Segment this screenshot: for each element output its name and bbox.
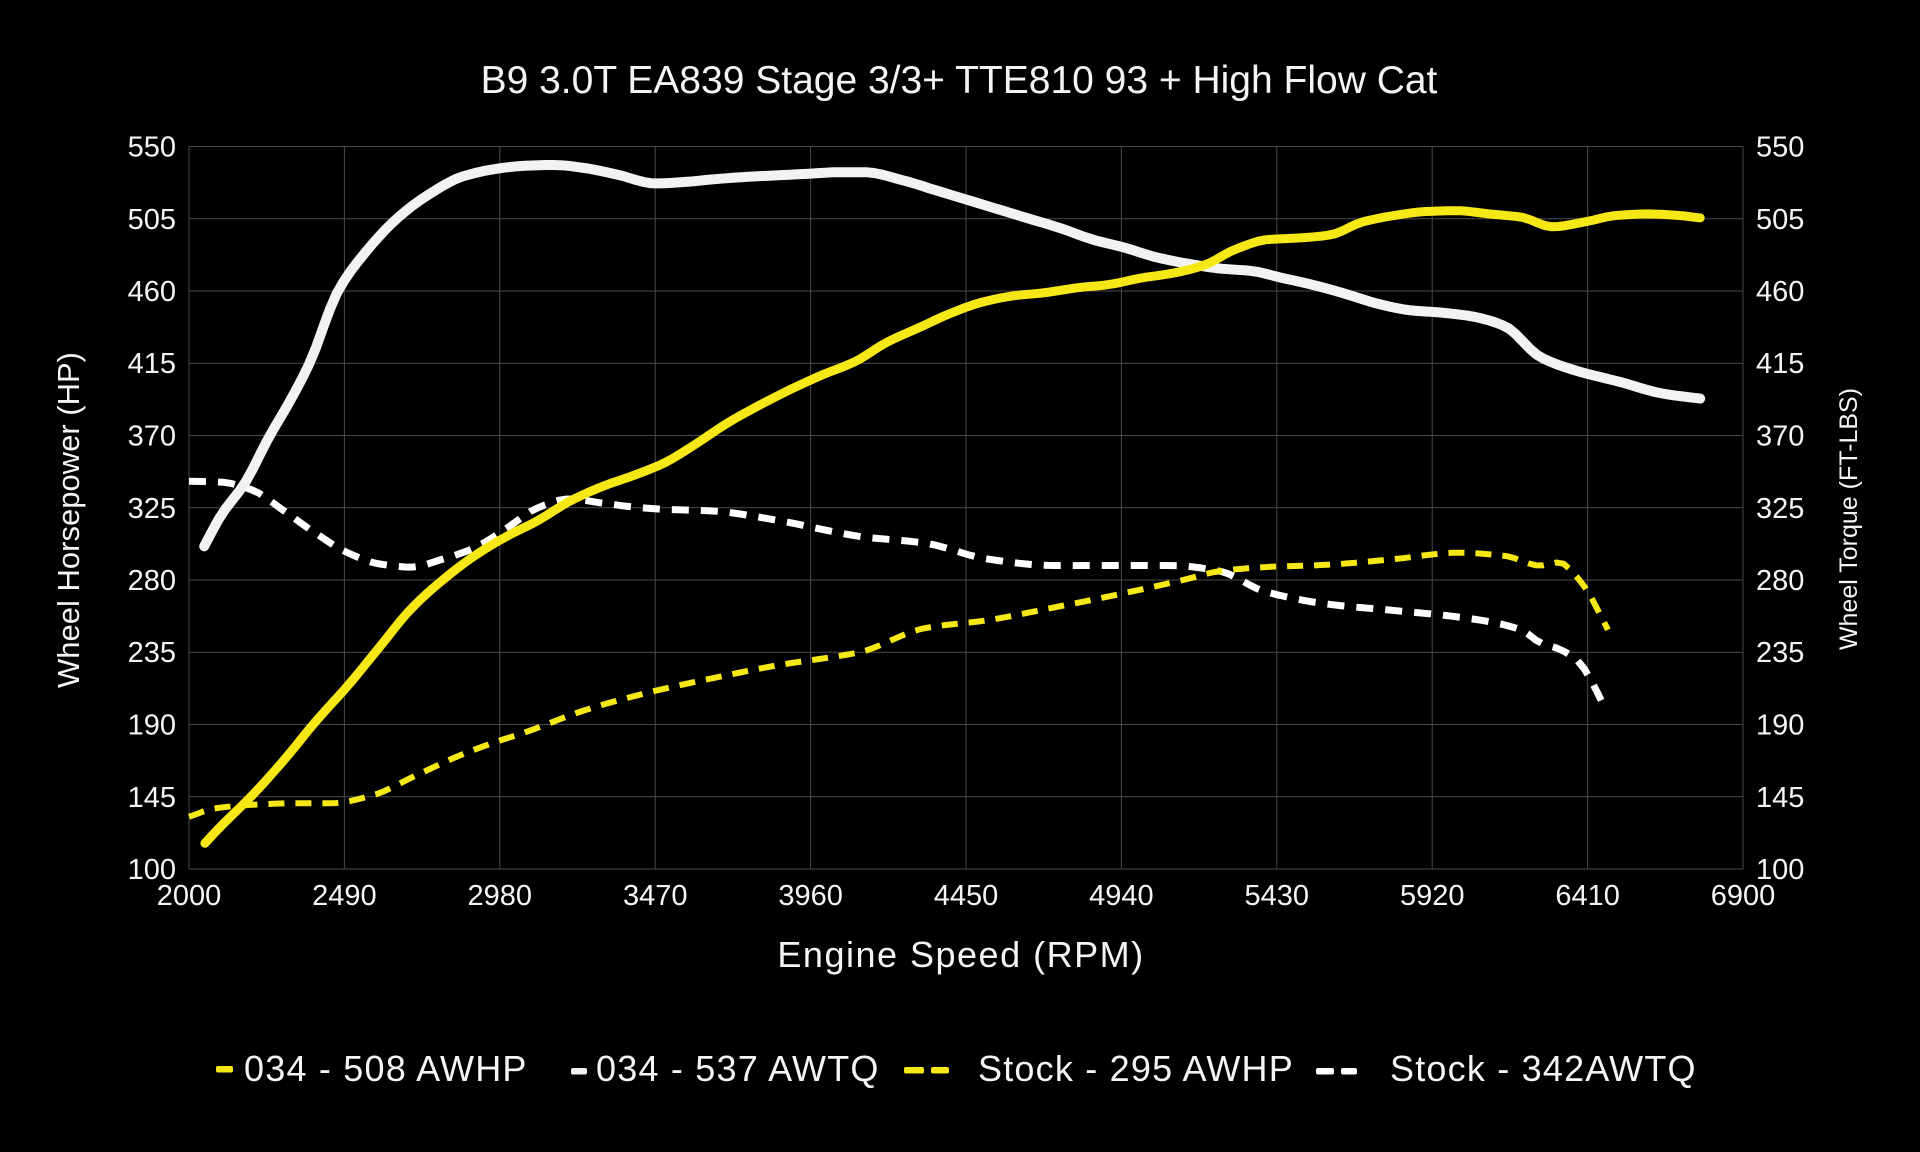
- svg-text:6410: 6410: [1555, 880, 1620, 912]
- svg-text:370: 370: [1756, 421, 1804, 453]
- svg-text:235: 235: [1756, 637, 1804, 669]
- svg-text:460: 460: [128, 276, 176, 308]
- svg-text:460: 460: [1756, 276, 1804, 308]
- svg-text:505: 505: [128, 204, 176, 236]
- svg-text:415: 415: [1756, 348, 1804, 380]
- svg-text:Stock - 342AWTQ: Stock - 342AWTQ: [1390, 1048, 1697, 1089]
- svg-text:415: 415: [128, 348, 176, 380]
- svg-text:550: 550: [128, 132, 176, 164]
- svg-text:190: 190: [1756, 710, 1804, 742]
- svg-text:5430: 5430: [1245, 880, 1310, 912]
- svg-text:235: 235: [128, 637, 176, 669]
- svg-text:370: 370: [128, 421, 176, 453]
- svg-text:325: 325: [1756, 493, 1804, 525]
- svg-text:034 - 537 AWTQ: 034 - 537 AWTQ: [596, 1048, 880, 1089]
- svg-text:2490: 2490: [312, 880, 377, 912]
- svg-text:280: 280: [1756, 565, 1804, 597]
- svg-text:2980: 2980: [468, 880, 533, 912]
- svg-text:034 - 508 AWHP: 034 - 508 AWHP: [244, 1048, 528, 1089]
- svg-text:100: 100: [128, 854, 176, 886]
- svg-text:505: 505: [1756, 204, 1804, 236]
- svg-text:2000: 2000: [157, 880, 222, 912]
- svg-text:Stock - 295 AWHP: Stock - 295 AWHP: [978, 1048, 1294, 1089]
- svg-text:3470: 3470: [623, 880, 688, 912]
- svg-text:4450: 4450: [934, 880, 999, 912]
- svg-text:325: 325: [128, 493, 176, 525]
- svg-text:5920: 5920: [1400, 880, 1465, 912]
- svg-text:550: 550: [1756, 132, 1804, 164]
- svg-text:100: 100: [1756, 854, 1804, 886]
- svg-text:6900: 6900: [1711, 880, 1776, 912]
- svg-text:190: 190: [128, 710, 176, 742]
- svg-text:3960: 3960: [778, 880, 843, 912]
- svg-text:B9 3.0T EA839 Stage 3/3+ TTE81: B9 3.0T EA839 Stage 3/3+ TTE810 93 + Hig…: [481, 59, 1438, 102]
- svg-text:4940: 4940: [1089, 880, 1154, 912]
- svg-text:Wheel Torque (FT-LBS): Wheel Torque (FT-LBS): [1835, 388, 1863, 650]
- svg-text:145: 145: [1756, 782, 1804, 814]
- svg-text:Engine Speed (RPM): Engine Speed (RPM): [777, 934, 1144, 975]
- svg-text:Wheel Horsepower (HP): Wheel Horsepower (HP): [51, 352, 86, 688]
- svg-text:280: 280: [128, 565, 176, 597]
- svg-text:145: 145: [128, 782, 176, 814]
